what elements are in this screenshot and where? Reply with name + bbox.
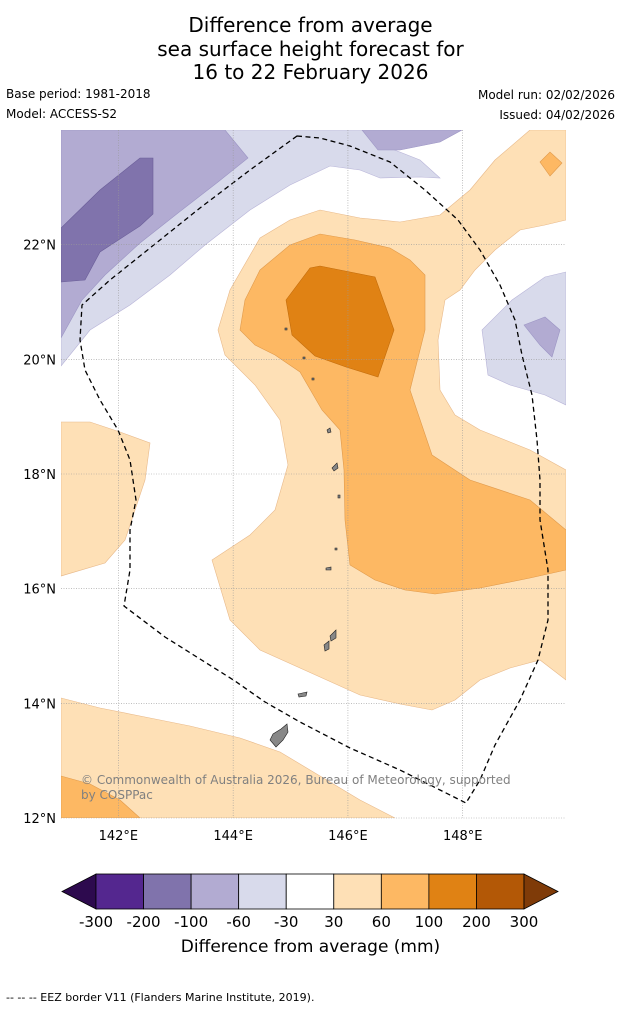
contour-pos-30-west (61, 421, 151, 577)
copyright-line-2: by COSPPac (81, 788, 153, 802)
lon-label: 146°E (328, 829, 368, 844)
issued-label: Issued: 04/02/2026 (499, 108, 615, 122)
colorbar-swatch (190, 873, 240, 910)
colorbar-swatch (238, 873, 287, 910)
gridlines (61, 130, 566, 819)
colorbar-tick-label: -200 (127, 913, 161, 931)
lon-label: 144°E (213, 829, 253, 844)
colorbar-tick-label: 60 (372, 913, 391, 931)
island-guam (269, 723, 289, 748)
colorbar-swatch (476, 873, 525, 910)
colorbar-extend-low (61, 873, 97, 910)
latitude-labels: 22°N 20°N 18°N 16°N 14°N 12°N (23, 239, 56, 827)
longitude-labels: 142°E 144°E 146°E 148°E (99, 829, 483, 844)
island-maug (302, 356, 306, 360)
island-uracas (284, 327, 288, 331)
colorbar-swatch (380, 873, 430, 910)
colorbar-label: Difference from average (mm) (180, 937, 441, 957)
colorbar-tick-label: -30 (274, 913, 299, 931)
colorbar-swatch (95, 873, 144, 910)
colorbar-extend-high (523, 873, 559, 910)
islands (269, 327, 341, 748)
contour-neg-60 (61, 130, 249, 339)
colorbar-tick-label: -60 (226, 913, 251, 931)
colorbar-tick-label: 100 (415, 913, 444, 931)
island-anatahan (325, 566, 332, 571)
contour-pos-60-southwest (61, 775, 141, 818)
colorbar-tick-label: 200 (462, 913, 491, 931)
model-label: Model: ACCESS-S2 (6, 107, 118, 121)
lon-label: 148°E (443, 829, 483, 844)
island-alamagan (334, 547, 338, 551)
eez-footnote: -- -- -- EEZ border V11 (Flanders Marine… (6, 991, 315, 1004)
contour-neg-100 (61, 157, 154, 283)
lat-label: 20°N (23, 353, 56, 368)
base-period-label: Base period: 1981-2018 (6, 87, 151, 101)
lon-label: 142°E (99, 829, 139, 844)
colorbar-tick-label: 30 (324, 913, 343, 931)
contour-pos-30-southwest (61, 697, 396, 818)
island-tinian (323, 640, 330, 652)
lat-label: 18°N (23, 468, 56, 483)
island-rota (297, 691, 308, 698)
colorbar-tick-label: 300 (510, 913, 539, 931)
copyright-line-1: © Commonwealth of Australia 2026, Bureau… (81, 773, 511, 787)
contour-neg-60-east (523, 316, 561, 358)
contour-neg-30-east (481, 271, 566, 406)
island-sarigan (337, 494, 341, 499)
island-agrihan (326, 427, 332, 434)
lat-label: 12°N (23, 812, 56, 827)
colorbar-swatch (143, 873, 192, 910)
contour-pos-60-northeast (539, 151, 563, 177)
chart-title: Difference from average sea surface heig… (0, 13, 621, 85)
colorbar-swatch (428, 873, 477, 910)
contour-neg-60-north (361, 130, 463, 151)
eez-border (79, 135, 549, 804)
colorbar-swatch (285, 873, 335, 910)
title-line-1: Difference from average (188, 13, 433, 37)
title-line-3: 16 to 22 February 2026 (192, 60, 429, 84)
contour-pos-100 (285, 265, 395, 378)
colorbar-swatch (333, 873, 382, 910)
island-asuncion (311, 377, 315, 381)
island-saipan (329, 629, 337, 642)
lat-label: 14°N (23, 697, 56, 712)
lat-label: 16°N (23, 583, 56, 598)
island-pagan (331, 462, 339, 472)
lat-label: 22°N (23, 239, 56, 254)
title-line-2: sea surface height forecast for (157, 36, 464, 61)
colorbar-tick-label: -100 (174, 913, 208, 931)
colorbar-tick-label: -300 (79, 913, 113, 931)
model-run-label: Model run: 02/02/2026 (477, 88, 615, 102)
colorbar: -300 -200 -100 -60 -30 30 60 100 200 300 (61, 873, 559, 931)
